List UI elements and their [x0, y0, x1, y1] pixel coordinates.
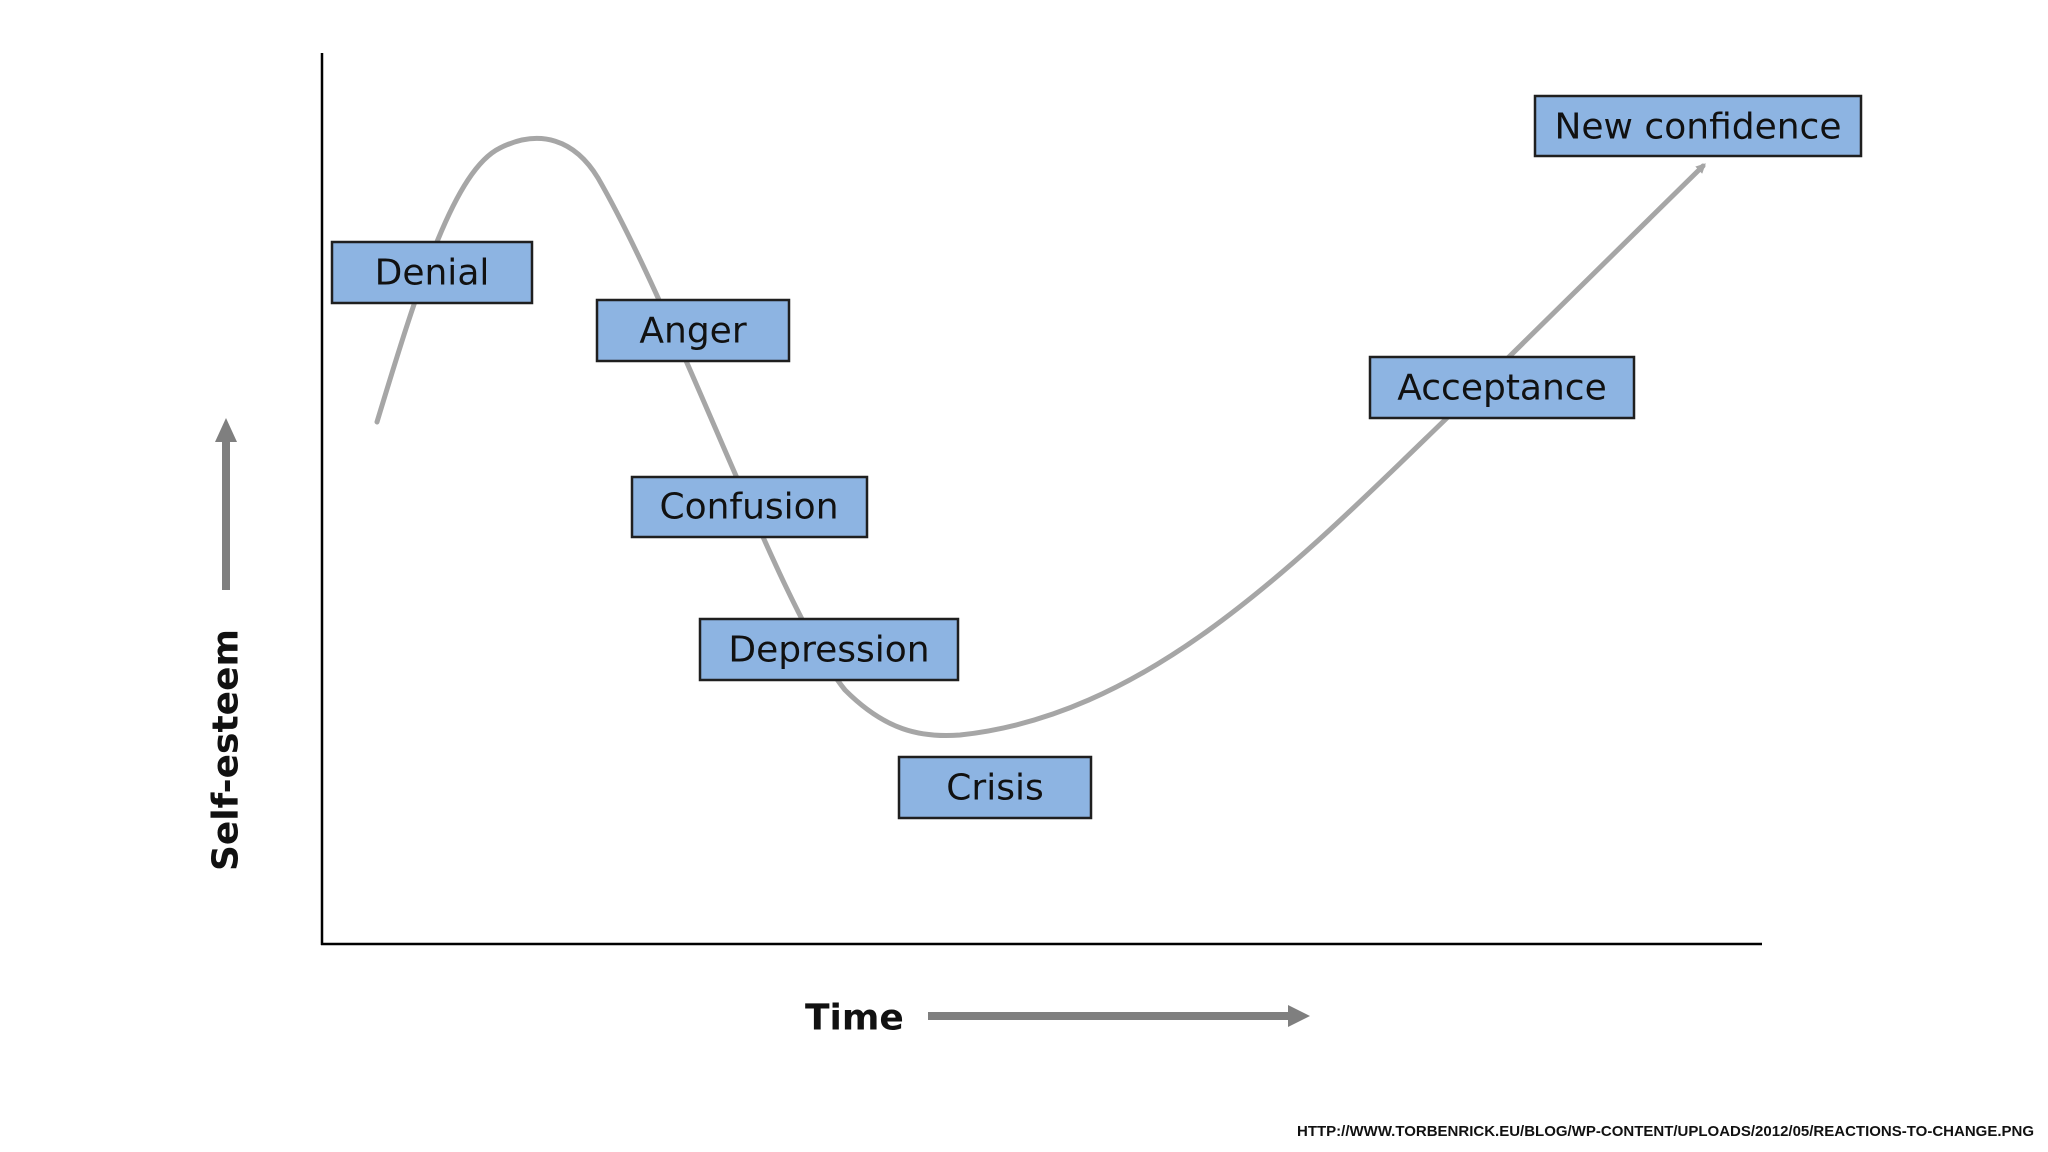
stage-box: [630, 475, 869, 539]
stage-anger: Anger: [595, 298, 791, 363]
stage-crisis: Crisis: [897, 755, 1093, 820]
stage-new-confidence: New confidence: [1533, 94, 1863, 158]
stage-box: [1533, 94, 1863, 158]
source-url: HTTP://WWW.TORBENRICK.EU/BLOG/WP-CONTENT…: [1297, 1123, 2034, 1140]
stage-label: Crisis: [946, 768, 1043, 809]
stage-box: [897, 755, 1093, 820]
reaction-curve: [374, 135, 1706, 739]
x-direction-arrow: [928, 1005, 1310, 1027]
stage-label: Depression: [728, 630, 929, 671]
stage-label: Denial: [375, 253, 490, 294]
x-axis-label: Time: [805, 998, 904, 1039]
stage-confusion: Confusion: [630, 475, 869, 539]
stage-label: Confusion: [659, 487, 838, 528]
y-axis-label: Self-esteem: [206, 629, 247, 871]
stage-box: [595, 298, 791, 363]
stage-acceptance: Acceptance: [1368, 355, 1636, 420]
stage-box: [698, 617, 960, 682]
stage-denial: Denial: [330, 240, 534, 305]
stage-box: [1368, 355, 1636, 420]
stage-box: [330, 240, 534, 305]
stage-label: Acceptance: [1397, 368, 1607, 409]
stage-label: New confidence: [1554, 107, 1841, 148]
stage-depression: Depression: [698, 617, 960, 682]
y-direction-arrow: [215, 418, 237, 590]
stage-label: Anger: [639, 311, 746, 352]
